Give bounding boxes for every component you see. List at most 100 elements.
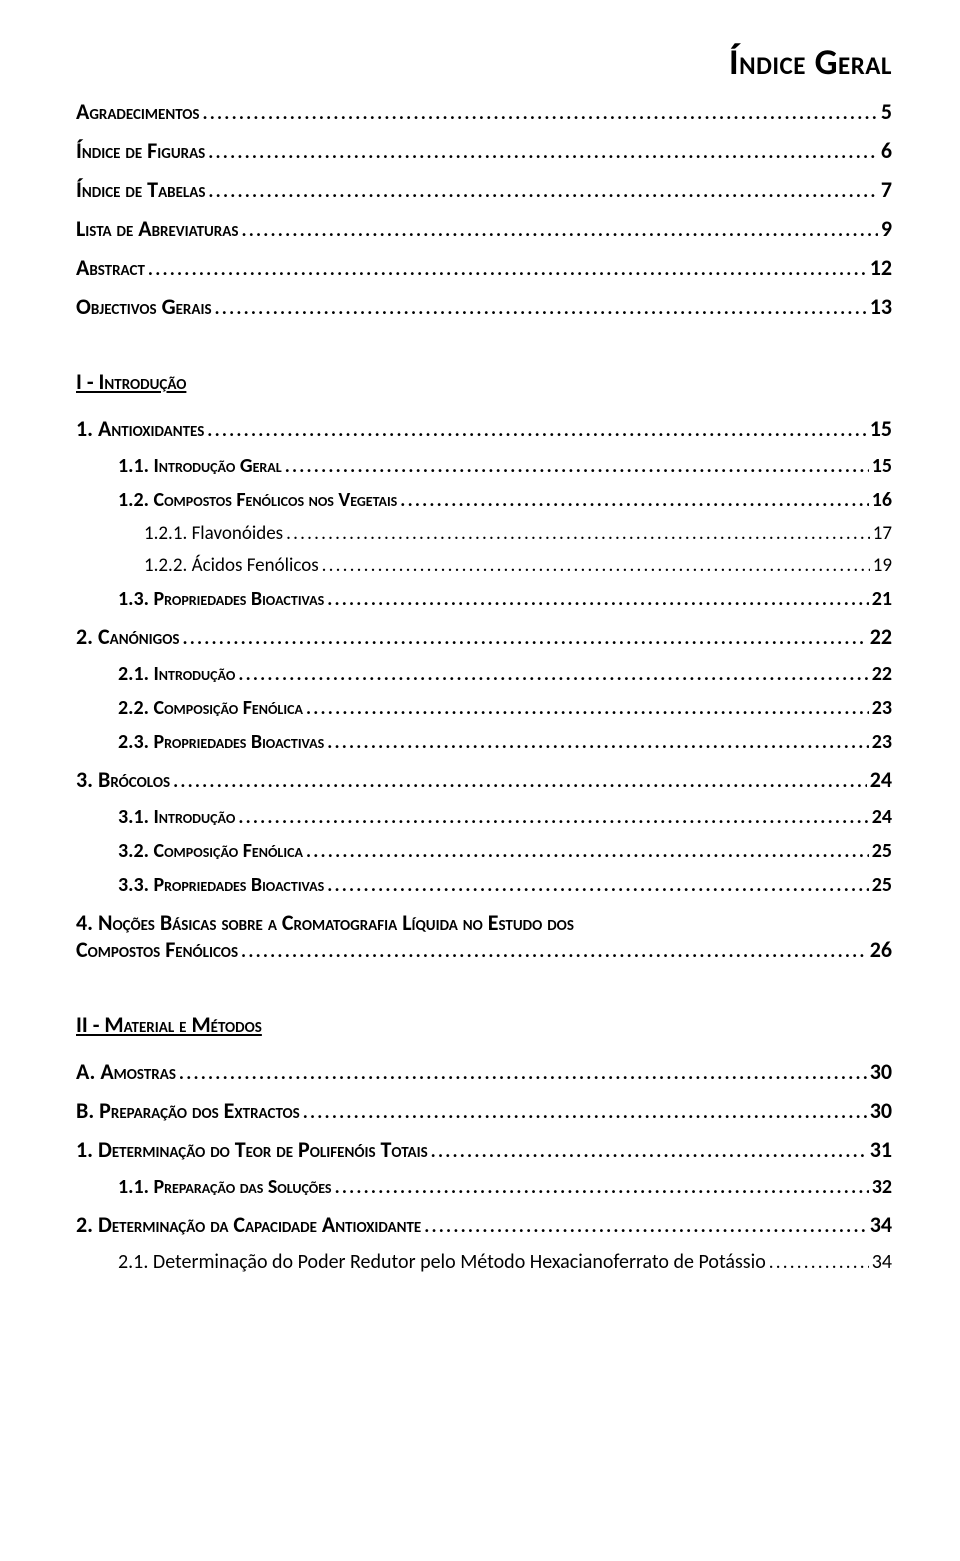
toc-entry: 1.1. Preparação das Soluções 32 <box>76 1175 892 1199</box>
toc-label: Índice de Tabelas <box>76 176 205 203</box>
toc-label: 1.2. Compostos Fenólicos nos Vegetais <box>118 488 397 512</box>
toc-page-number: 24 <box>870 766 892 793</box>
toc-leader <box>179 1062 867 1085</box>
toc-page-number: 22 <box>872 662 892 686</box>
toc-leader <box>335 1176 869 1199</box>
toc-section-heading: II - Material e Métodos <box>76 1011 892 1038</box>
toc-label: 1.2.1. Flavonóides <box>144 522 283 545</box>
toc-label: 1.2.2. Ácidos Fenólicos <box>144 554 319 577</box>
toc-label: 2. Canónigos <box>76 623 179 650</box>
toc-leader <box>238 663 868 686</box>
toc-label: Objectivos Gerais <box>76 293 212 320</box>
toc-entry: B. Preparação dos Extractos 30 <box>76 1097 892 1124</box>
toc-leader <box>241 940 867 963</box>
toc-leader <box>202 102 877 125</box>
toc-leader <box>306 697 869 720</box>
toc-entry: 2. Determinação da Capacidade Antioxidan… <box>76 1211 892 1238</box>
toc-page-number: 6 <box>881 137 892 164</box>
toc-leader <box>306 840 869 863</box>
toc-section-heading: I - Introdução <box>76 368 892 395</box>
toc-page-number: 24 <box>872 805 892 829</box>
toc-page-number: 23 <box>872 730 892 754</box>
toc-label: 2.2. Composição Fenólica <box>118 696 303 720</box>
toc-label: 2.3. Propriedades Bioactivas <box>118 730 324 754</box>
toc-page-number: 25 <box>872 839 892 863</box>
toc-page-number: 25 <box>872 873 892 897</box>
toc-leader <box>173 770 867 793</box>
toc-leader <box>286 522 870 545</box>
toc-leader <box>322 554 870 577</box>
toc-page-number: 26 <box>870 936 892 963</box>
toc-leader <box>238 806 868 829</box>
toc-entry: 2. Canónigos 22 <box>76 623 892 650</box>
toc-page-number: 22 <box>870 623 892 650</box>
toc-entry: 1.2.1. Flavonóides 17 <box>76 522 892 545</box>
toc-entry: 1.2.2. Ácidos Fenólicos 19 <box>76 554 892 577</box>
toc-entry: 1.3. Propriedades Bioactivas 21 <box>76 587 892 611</box>
toc-entry: 2.2. Composição Fenólica 23 <box>76 696 892 720</box>
toc-leader <box>424 1215 866 1238</box>
toc-page-number: 31 <box>870 1136 892 1163</box>
toc-leader <box>148 258 867 281</box>
toc-entry: 4. Noções Básicas sobre a Cromatografia … <box>76 909 892 963</box>
toc-entry: Agradecimentos 5 <box>76 98 892 125</box>
toc-entry: 3.3. Propriedades Bioactivas 25 <box>76 873 892 897</box>
toc-label: 1.1. Introdução Geral <box>118 454 282 478</box>
toc-leader <box>303 1101 867 1124</box>
toc-label: 2.1. Introdução <box>118 662 235 686</box>
toc-entry: 3.1. Introdução 24 <box>76 805 892 829</box>
toc-label: B. Preparação dos Extractos <box>76 1097 300 1124</box>
table-of-contents: Agradecimentos 5Índice de Figuras 6Índic… <box>76 98 892 1274</box>
toc-page-number: 5 <box>881 98 892 125</box>
toc-entry: 2.1. Determinação do Poder Redutor pelo … <box>76 1250 892 1274</box>
toc-leader <box>208 180 877 203</box>
toc-page-number: 34 <box>870 1211 892 1238</box>
toc-label: Lista de Abreviaturas <box>76 215 238 242</box>
toc-page-number: 30 <box>870 1097 892 1124</box>
toc-page-number: 9 <box>881 215 892 242</box>
toc-entry: Índice de Figuras 6 <box>76 137 892 164</box>
toc-leader <box>431 1140 867 1163</box>
toc-page-number: 30 <box>870 1058 892 1085</box>
toc-entry: 2.3. Propriedades Bioactivas 23 <box>76 730 892 754</box>
toc-leader <box>327 874 869 897</box>
toc-label: 2. Determinação da Capacidade Antioxidan… <box>76 1211 421 1238</box>
toc-leader <box>241 219 877 242</box>
toc-entry: 2.1. Introdução 22 <box>76 662 892 686</box>
toc-entry: Índice de Tabelas 7 <box>76 176 892 203</box>
toc-label: A. Amostras <box>76 1058 176 1085</box>
toc-leader <box>208 141 878 164</box>
toc-page-number: 15 <box>872 454 892 478</box>
toc-leader <box>182 627 866 650</box>
toc-entry: A. Amostras 30 <box>76 1058 892 1085</box>
toc-entry: 1.2. Compostos Fenólicos nos Vegetais 16 <box>76 488 892 512</box>
toc-entry: Abstract 12 <box>76 254 892 281</box>
toc-leader <box>400 489 868 512</box>
toc-leader <box>285 455 869 478</box>
toc-page-number: 16 <box>872 488 892 512</box>
toc-entry: 1. Determinação do Teor de Polifenóis To… <box>76 1136 892 1163</box>
toc-page-number: 34 <box>872 1250 892 1274</box>
toc-label: Índice de Figuras <box>76 137 205 164</box>
page-title: Índice Geral <box>76 40 892 84</box>
toc-label: Agradecimentos <box>76 98 199 125</box>
toc-label: II - Material e Métodos <box>76 1011 262 1038</box>
toc-leader <box>215 297 867 320</box>
toc-leader <box>207 419 866 442</box>
toc-page-number: 13 <box>870 293 892 320</box>
toc-entry: Objectivos Gerais 13 <box>76 293 892 320</box>
toc-page-number: 19 <box>873 554 892 577</box>
toc-page-number: 21 <box>872 587 892 611</box>
toc-label: Compostos Fenólicos <box>76 936 238 963</box>
toc-label: 2.1. Determinação do Poder Redutor pelo … <box>118 1250 766 1274</box>
toc-label: 3.1. Introdução <box>118 805 235 829</box>
toc-label: 3.3. Propriedades Bioactivas <box>118 873 324 897</box>
toc-label: 3. Brócolos <box>76 766 170 793</box>
toc-entry: 3.2. Composição Fenólica 25 <box>76 839 892 863</box>
toc-page-number: 15 <box>870 415 892 442</box>
toc-page-number: 7 <box>881 176 892 203</box>
toc-leader <box>327 731 869 754</box>
toc-leader <box>327 588 869 611</box>
toc-entry: 1. Antioxidantes 15 <box>76 415 892 442</box>
toc-page-number: 23 <box>872 696 892 720</box>
